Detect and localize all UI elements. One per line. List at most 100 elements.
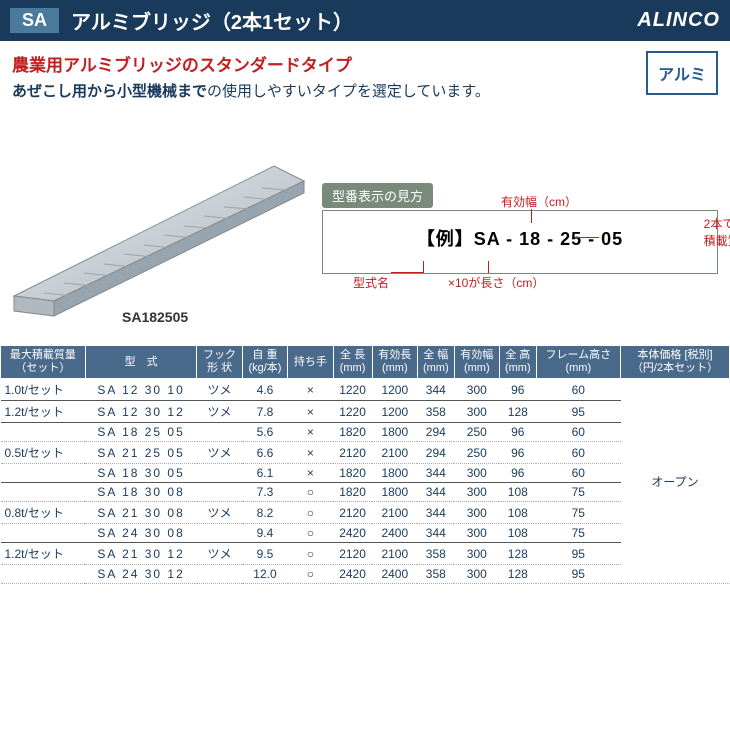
cell-model: SA 12 30 10 [85, 379, 197, 401]
cell-hand: × [288, 401, 333, 423]
model-explanation: 型番表示の見方 【例】SA - 18 - 25 - 05 有効幅（cm） 型式名… [322, 113, 718, 333]
cell-wt: 4.6 [242, 379, 287, 401]
cell-L: 2120 [333, 502, 372, 524]
table-row: 0.8t/セットSA 21 30 08ツメ8.2○212021003443001… [1, 502, 730, 524]
cell-wt: 6.1 [242, 464, 287, 483]
cell-EW: 300 [454, 524, 499, 543]
table-row: 1.0t/セットSA 12 30 10ツメ4.6×122012003443009… [1, 379, 730, 401]
cell-hand: × [288, 423, 333, 442]
table-row: 1.2t/セットSA 21 30 12ツメ9.5○212021003583001… [1, 543, 730, 565]
product-code: SA [10, 8, 59, 33]
model-box-title: 型番表示の見方 [322, 183, 433, 208]
cell-EL: 2100 [372, 502, 417, 524]
cell-cap: 1.0t/セット [1, 379, 86, 401]
table-row: 1.2t/セットSA 12 30 12ツメ7.8×122012003583001… [1, 401, 730, 423]
cell-cap [1, 524, 86, 543]
subtitle-main: 農業用アルミブリッジのスタンダードタイプ [12, 51, 646, 76]
cell-cap: 0.8t/セット [1, 502, 86, 524]
header: SA アルミブリッジ（2本1セット） ALINCO [0, 0, 730, 41]
cell-hook [197, 483, 242, 502]
col-header: 全 高(mm) [499, 346, 536, 379]
cell-W: 358 [417, 565, 454, 584]
product-image: SA182505 [12, 113, 312, 333]
cell-EL: 2100 [372, 543, 417, 565]
price-cell: オープン [621, 379, 730, 584]
col-header: フック形 状 [197, 346, 242, 379]
cell-W: 344 [417, 524, 454, 543]
cell-wt: 7.3 [242, 483, 287, 502]
cell-hand: ○ [288, 565, 333, 584]
cell-hook: ツメ [197, 442, 242, 464]
table-row: SA 24 30 1212.0○2420240035830012895 [1, 565, 730, 584]
subtitle-row: 農業用アルミブリッジのスタンダードタイプ あぜこし用から小型機械までの使用しやす… [0, 41, 730, 105]
cell-EL: 2400 [372, 565, 417, 584]
cell-EL: 1200 [372, 401, 417, 423]
model-example: 【例】SA - 18 - 25 - 05 [333, 225, 707, 251]
cell-cap [1, 464, 86, 483]
aluminum-badge: アルミ [646, 51, 718, 95]
cell-cap: 0.5t/セット [1, 442, 86, 464]
subtitle-sub: あぜこし用から小型機械までの使用しやすいタイプを選定しています。 [12, 80, 646, 101]
cell-hand: ○ [288, 483, 333, 502]
cell-EW: 250 [454, 442, 499, 464]
cell-EL: 1800 [372, 464, 417, 483]
cell-H: 108 [499, 502, 536, 524]
cell-hand: × [288, 442, 333, 464]
cell-EW: 250 [454, 423, 499, 442]
cell-L: 2420 [333, 524, 372, 543]
cell-L: 2420 [333, 565, 372, 584]
cell-hook [197, 464, 242, 483]
col-header: 全 長(mm) [333, 346, 372, 379]
cell-H: 128 [499, 565, 536, 584]
cell-hook [197, 423, 242, 442]
cell-model: SA 18 25 05 [85, 423, 197, 442]
ramp-illustration [4, 121, 324, 321]
spec-table: 最大積載質量（セット）型 式フック形 状自 重(kg/本)持ち手全 長(mm)有… [0, 345, 730, 584]
cell-model: SA 18 30 08 [85, 483, 197, 502]
col-header: 全 幅(mm) [417, 346, 454, 379]
cell-L: 2120 [333, 543, 372, 565]
col-header: 自 重(kg/本) [242, 346, 287, 379]
cell-L: 1820 [333, 464, 372, 483]
col-header: 本体価格 [税別]（円/2本セット） [621, 346, 730, 379]
model-box-inner: 【例】SA - 18 - 25 - 05 有効幅（cm） 型式名 ×10が長さ（… [322, 210, 718, 274]
cell-hook [197, 524, 242, 543]
cell-EL: 1800 [372, 483, 417, 502]
cell-EW: 300 [454, 502, 499, 524]
cell-L: 2120 [333, 442, 372, 464]
product-area: SA182505 型番表示の見方 【例】SA - 18 - 25 - 05 有効… [0, 105, 730, 345]
cell-hand: ○ [288, 543, 333, 565]
cell-hook: ツメ [197, 502, 242, 524]
cell-L: 1820 [333, 483, 372, 502]
table-row: SA 18 25 055.6×182018002942509660 [1, 423, 730, 442]
anno-length: ×10が長さ（cm） [448, 274, 544, 291]
cell-EW: 300 [454, 483, 499, 502]
brand-logo: ALINCO [637, 9, 720, 32]
cell-model: SA 21 30 12 [85, 543, 197, 565]
cell-FH: 95 [536, 543, 620, 565]
anno-model: 型式名 [353, 274, 389, 291]
cell-W: 344 [417, 379, 454, 401]
col-header: 最大積載質量（セット） [1, 346, 86, 379]
cell-EL: 1800 [372, 423, 417, 442]
cell-model: SA 18 30 05 [85, 464, 197, 483]
cell-hand: × [288, 464, 333, 483]
cell-H: 96 [499, 379, 536, 401]
anno-load: 2本での 積載質量（t） [704, 215, 730, 249]
col-header: フレーム高さ(mm) [536, 346, 620, 379]
cell-model: SA 12 30 12 [85, 401, 197, 423]
cell-FH: 60 [536, 464, 620, 483]
table-row: SA 24 30 089.4○2420240034430010875 [1, 524, 730, 543]
table-row: SA 18 30 087.3○1820180034430010875 [1, 483, 730, 502]
cell-W: 294 [417, 423, 454, 442]
cell-EW: 300 [454, 464, 499, 483]
col-header: 有効幅(mm) [454, 346, 499, 379]
cell-EL: 2400 [372, 524, 417, 543]
cell-FH: 95 [536, 565, 620, 584]
cell-EW: 300 [454, 543, 499, 565]
cell-cap: 1.2t/セット [1, 401, 86, 423]
cell-H: 108 [499, 483, 536, 502]
cell-wt: 6.6 [242, 442, 287, 464]
cell-EW: 300 [454, 379, 499, 401]
cell-EL: 2100 [372, 442, 417, 464]
